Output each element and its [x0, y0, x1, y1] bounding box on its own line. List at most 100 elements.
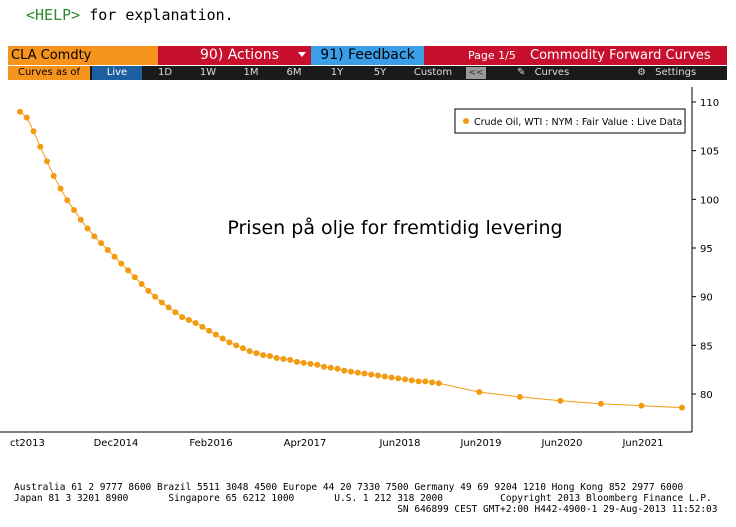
y-tick-label: 105: [700, 147, 719, 158]
data-point: [104, 246, 111, 253]
x-tick-label: Dec2014: [94, 438, 139, 449]
data-point: [199, 323, 206, 330]
series-line: [19, 111, 683, 409]
x-tick-label: ct2013: [10, 438, 45, 449]
data-point: [44, 158, 51, 165]
range-5y-button[interactable]: 5Y: [373, 67, 387, 78]
data-point: [435, 380, 442, 387]
data-point: [165, 304, 172, 311]
legend: Crude Oil, WTI : NYM : Fair Value : Live…: [454, 108, 686, 134]
y-tick-label: 90: [700, 293, 713, 304]
range-1y-button[interactable]: 1Y: [330, 67, 344, 78]
data-point: [84, 225, 91, 232]
data-point: [212, 331, 219, 338]
data-point: [37, 143, 44, 150]
data-point: [64, 197, 71, 204]
data-point: [185, 317, 192, 324]
y-tick-label: 100: [700, 195, 719, 206]
x-tick-label: Apr2017: [284, 438, 327, 449]
data-point: [125, 267, 132, 274]
data-point: [246, 348, 253, 355]
data-point: [206, 327, 213, 334]
chart-annotation: Prisen på olje for fremtidig levering: [227, 216, 562, 239]
legend-marker: [463, 118, 469, 124]
help-key[interactable]: <HELP>: [26, 6, 81, 24]
data-point: [314, 361, 321, 368]
data-point: [429, 379, 436, 386]
range-custom-button[interactable]: Custom: [413, 67, 453, 78]
data-point: [145, 287, 152, 294]
y-tick-label: 95: [700, 244, 713, 255]
data-point: [381, 373, 388, 380]
data-point: [260, 352, 267, 359]
data-point: [138, 281, 145, 288]
options-bar: [8, 66, 727, 80]
data-point: [91, 233, 98, 240]
settings-button[interactable]: ⚙ Settings: [637, 66, 696, 80]
x-tick-group: ct2013 Dec2014 Feb2016 Apr2017 Jun2018 Jun201…: [10, 438, 664, 449]
data-point: [131, 274, 138, 281]
curves-button[interactable]: ✎ Curves: [517, 66, 569, 80]
y-tick-group: 80 85 90 95 100 105 110: [692, 98, 719, 401]
data-point: [388, 374, 395, 381]
data-point: [361, 370, 368, 377]
data-point: [422, 378, 429, 385]
data-point: [50, 172, 57, 179]
data-point: [354, 369, 361, 376]
settings-label: Settings: [655, 67, 697, 78]
data-point: [179, 314, 186, 321]
data-point: [415, 378, 422, 385]
feedback-button[interactable]: 91) Feedback: [311, 46, 424, 65]
data-point: [118, 260, 125, 267]
x-tick-label: Feb2016: [189, 438, 232, 449]
gear-icon: ⚙: [637, 67, 646, 78]
range-1m-button[interactable]: 1M: [243, 67, 259, 78]
function-title: Commodity Forward Curves: [530, 48, 711, 63]
help-hint: <HELP> for explanation.: [26, 6, 234, 24]
data-point: [98, 240, 105, 247]
data-point: [71, 207, 78, 214]
help-text: for explanation.: [80, 6, 234, 24]
range-1w-button[interactable]: 1W: [199, 67, 217, 78]
pencil-icon: ✎: [517, 67, 526, 78]
range-live-button[interactable]: Live: [92, 66, 142, 80]
data-point: [368, 371, 375, 378]
collapse-button[interactable]: <<: [466, 67, 486, 79]
range-1d-button[interactable]: 1D: [157, 67, 173, 78]
data-point: [334, 365, 341, 372]
data-point: [30, 128, 37, 135]
x-tick-label: Jun2020: [540, 438, 582, 449]
data-point: [341, 367, 348, 374]
chevron-down-icon[interactable]: [298, 52, 306, 57]
data-point: [111, 253, 118, 260]
data-point: [320, 363, 327, 370]
y-tick-label: 80: [700, 390, 713, 401]
range-6m-button[interactable]: 6M: [286, 67, 302, 78]
curves-as-of-label: Curves as of: [8, 66, 90, 80]
data-point: [158, 299, 165, 306]
data-point: [273, 354, 280, 361]
data-point: [516, 393, 523, 400]
footer-contacts: Australia 61 2 9777 8600 Brazil 5511 304…: [14, 482, 718, 515]
ticker-field[interactable]: CLA Comdty: [8, 46, 158, 65]
data-point: [239, 345, 246, 352]
data-point: [172, 309, 179, 316]
data-point: [77, 216, 84, 223]
footer-line-1: Australia 61 2 9777 8600 Brazil 5511 304…: [14, 482, 684, 493]
data-point: [233, 342, 240, 349]
data-point: [287, 356, 294, 363]
data-point: [300, 359, 307, 366]
actions-menu[interactable]: 90) Actions: [200, 47, 279, 63]
data-point: [327, 364, 334, 371]
data-point: [402, 376, 409, 383]
x-tick-label: Jun2019: [459, 438, 501, 449]
data-point: [408, 377, 415, 384]
data-point: [557, 397, 564, 404]
footer-line-3: SN 646899 CEST GMT+2:00 H442-4900-1 29-A…: [14, 504, 718, 515]
data-point: [266, 353, 273, 360]
data-point: [293, 358, 300, 365]
data-point: [280, 355, 287, 362]
series-points: [17, 108, 685, 411]
x-tick-label: Jun2018: [378, 438, 420, 449]
data-point: [679, 404, 685, 411]
